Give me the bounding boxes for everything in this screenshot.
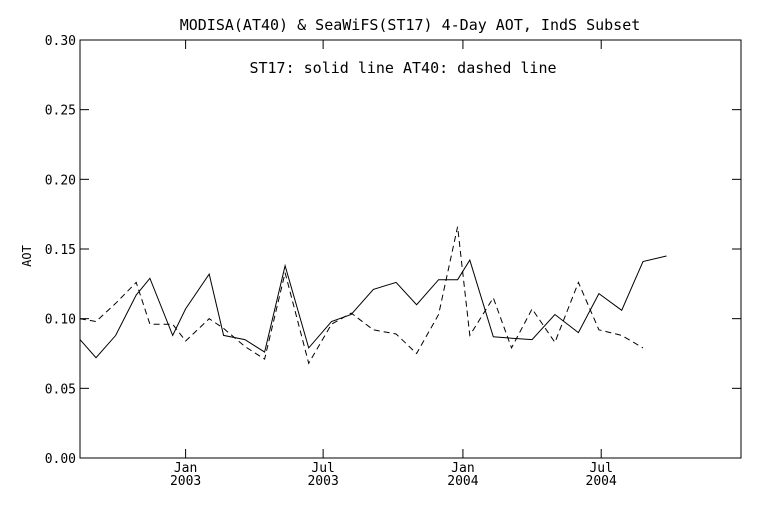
chart-annotation: ST17: solid line AT40: dashed line: [249, 59, 556, 77]
x-tick-month: Jul: [589, 461, 612, 476]
y-tick-label: 0.20: [45, 173, 76, 188]
x-tick-month: Jan: [174, 461, 197, 476]
x-tick-month: Jul: [311, 461, 334, 476]
y-axis: 0.00 0.05 0.10 0.15 0.20 0.25 0.30: [45, 34, 741, 467]
y-tick-label: 0.05: [45, 382, 76, 397]
series-line-st17: [79, 255, 667, 359]
series-line-at40: [79, 226, 644, 365]
x-tick-year: 2004: [447, 474, 478, 489]
x-tick-year: 2004: [586, 474, 617, 489]
chart-title: MODISA(AT40) & SeaWiFS(ST17) 4-Day AOT, …: [180, 16, 641, 34]
y-tick-label: 0.00: [45, 452, 76, 467]
x-tick-year: 2003: [307, 474, 338, 489]
x-tick-month: Jan: [451, 461, 474, 476]
y-tick-label: 0.30: [45, 34, 76, 49]
y-tick-label: 0.25: [45, 104, 76, 119]
y-tick-label: 0.15: [45, 243, 76, 258]
series-group: [79, 226, 667, 365]
y-tick-label: 0.10: [45, 313, 76, 328]
x-tick-year: 2003: [170, 474, 201, 489]
y-axis-label: AOT: [20, 245, 34, 267]
plot-frame: [79, 39, 742, 459]
